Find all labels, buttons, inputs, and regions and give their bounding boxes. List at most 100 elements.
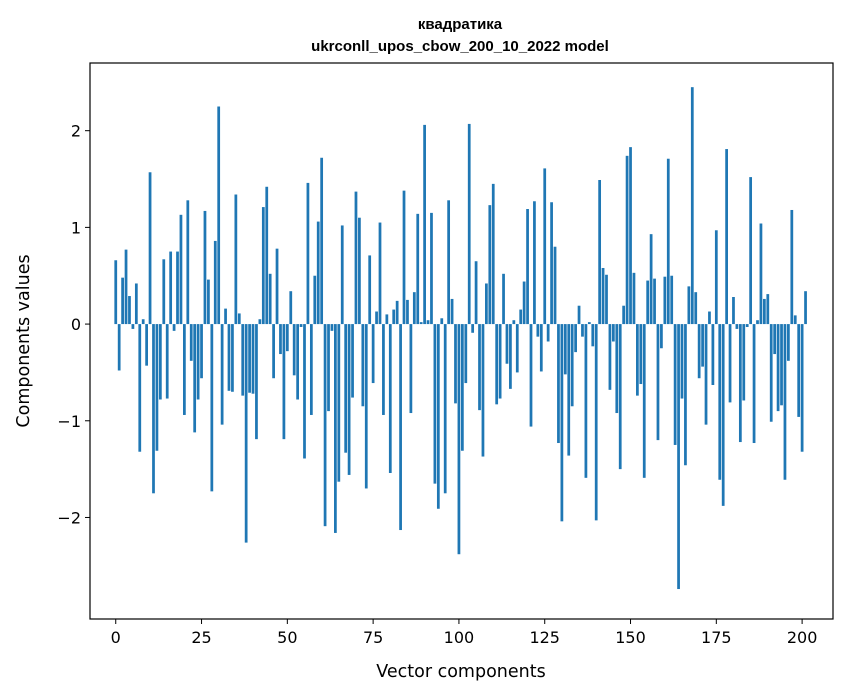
bar [591, 324, 595, 347]
bar [169, 251, 173, 325]
bar [800, 324, 804, 452]
bar [303, 324, 306, 459]
bar [183, 324, 186, 415]
bar [148, 172, 152, 325]
bar [210, 324, 214, 492]
bar [563, 324, 567, 375]
bar [440, 318, 444, 325]
bar [684, 324, 687, 466]
bar [248, 324, 251, 393]
bar [783, 324, 787, 480]
bar [436, 324, 440, 509]
bar [306, 182, 310, 325]
bar [447, 200, 451, 325]
bar [361, 324, 365, 407]
bar [334, 324, 337, 533]
bar [165, 324, 169, 399]
bar [268, 273, 272, 325]
x-axis-ticks: 0 25 50 75 100 125 150 175 200 [111, 619, 818, 647]
y-axis-label: Components values [14, 254, 34, 427]
bar [296, 324, 300, 400]
bar [728, 324, 732, 403]
bar [141, 319, 145, 325]
bar [162, 259, 166, 325]
bar [371, 324, 375, 384]
bar [114, 260, 118, 325]
chart-subtitle: ukrconll_upos_cbow_200_10_2022 model [311, 38, 609, 55]
bar [464, 324, 468, 384]
bar [526, 209, 529, 325]
bar [533, 201, 536, 325]
bar [368, 255, 372, 325]
bar [608, 324, 612, 390]
bar [711, 324, 715, 385]
plot-frame [89, 62, 834, 620]
bar [124, 249, 128, 325]
bar [584, 324, 588, 478]
bars-group [114, 87, 807, 590]
bar [158, 324, 162, 400]
y-tick-label: 2 [71, 122, 81, 141]
y-axis-ticks: −2 −1 0 1 2 [57, 122, 90, 527]
bar [313, 275, 317, 325]
bar [309, 324, 313, 415]
bar [560, 324, 564, 522]
bar [725, 149, 728, 325]
bar [231, 324, 234, 392]
bar [454, 324, 457, 404]
bar [131, 324, 135, 329]
bar [220, 324, 224, 425]
bar [529, 324, 533, 427]
bar [412, 292, 416, 325]
bar [193, 324, 197, 433]
bar [793, 315, 797, 325]
bar [200, 324, 203, 379]
bar [605, 274, 608, 325]
bar [735, 324, 739, 329]
bar [272, 324, 275, 379]
bar [176, 251, 179, 325]
bar [323, 324, 327, 527]
bar [752, 324, 756, 444]
bar [639, 324, 643, 385]
bar [399, 324, 402, 531]
bar [756, 320, 759, 325]
bar [522, 281, 526, 325]
bar [577, 305, 581, 325]
bar [207, 279, 210, 325]
bar [776, 324, 780, 412]
bar [505, 324, 509, 364]
bar [289, 291, 293, 325]
bar [378, 222, 382, 325]
bar [392, 309, 396, 325]
bar [787, 324, 790, 361]
x-axis-label: Vector components [376, 662, 545, 682]
bar [570, 324, 574, 407]
bar [649, 234, 653, 325]
bar [382, 324, 385, 415]
bar [773, 324, 777, 355]
bar [615, 324, 619, 414]
bar [797, 324, 801, 417]
bar [279, 324, 282, 355]
bar [732, 297, 735, 325]
bar [738, 324, 742, 443]
bar [337, 324, 341, 482]
bar [457, 324, 461, 555]
x-tick-label: 200 [787, 628, 818, 647]
bar [543, 168, 547, 325]
bar [474, 261, 478, 325]
x-tick-label: 175 [701, 628, 732, 647]
bar [539, 324, 543, 372]
y-tick-label: 0 [71, 315, 81, 334]
bar [519, 309, 523, 325]
bar [766, 294, 770, 325]
bar [385, 314, 389, 325]
bar [179, 214, 183, 325]
bar [769, 324, 773, 422]
bar [292, 324, 296, 376]
bar [598, 180, 602, 325]
bar [718, 324, 722, 480]
bar [258, 319, 262, 325]
